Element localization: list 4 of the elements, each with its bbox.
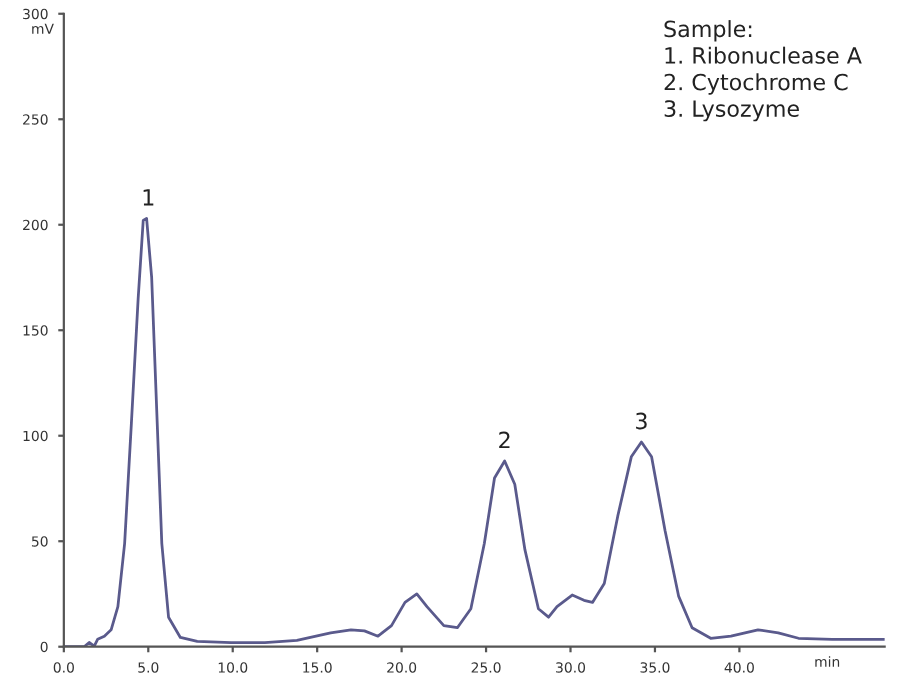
annotation: 2 [499,431,510,449]
annotation: 1 [143,189,154,206]
annotation: 3 [636,412,647,430]
annotation: Sample: 1. Ribonuclease A 2. Cytochrome C 3. Lysozyme [664,20,862,122]
